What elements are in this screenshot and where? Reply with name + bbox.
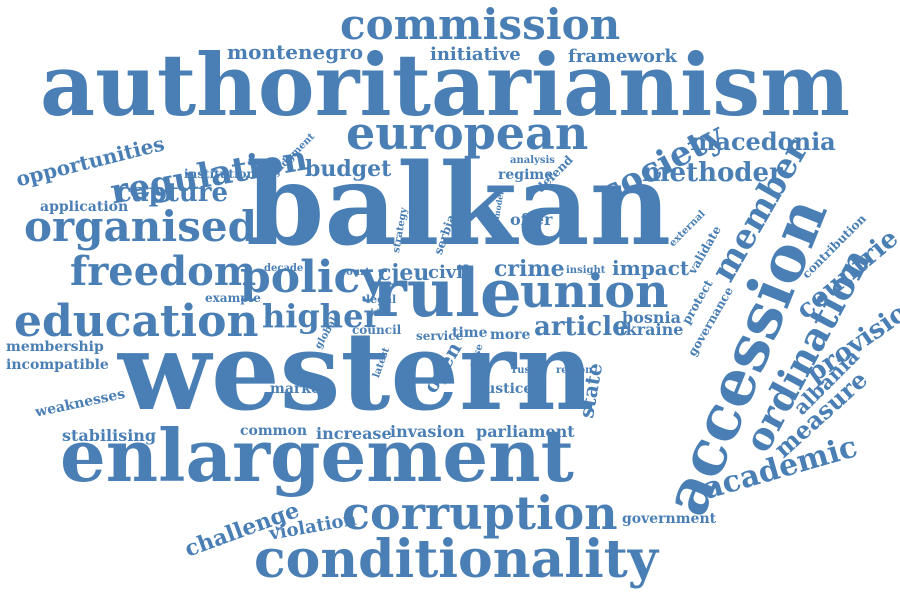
word-court: court [340,268,370,278]
word-ukraine: ukraine [614,322,683,338]
word-government: government [622,512,716,526]
word-justice: justice [480,382,532,396]
word-balkan: balkan [246,150,671,262]
word-membership: membership [6,340,104,354]
word-russia: russia [512,366,546,376]
word-decade: decade [264,264,303,274]
word-incompatible: incompatible [6,358,109,372]
word-enlargement: enlargement [60,420,574,492]
word-organised: organised [24,206,257,248]
word-conditionality: conditionality [254,534,658,586]
word-offer: offer [510,212,552,228]
word-freedom: freedom [70,252,256,292]
word-policy: policy [240,256,386,300]
word-market: market [270,382,326,396]
